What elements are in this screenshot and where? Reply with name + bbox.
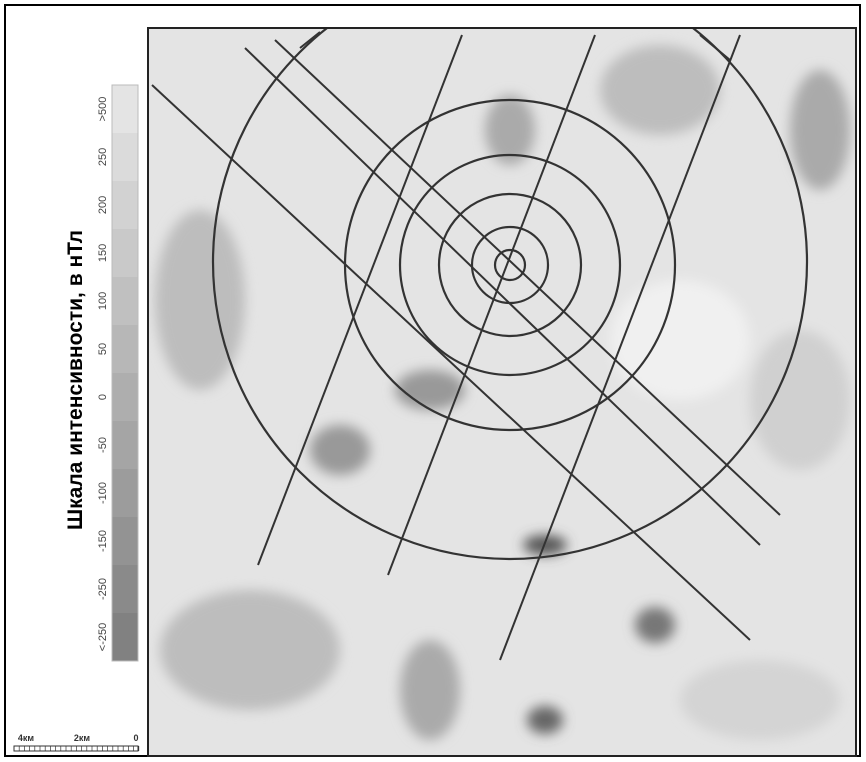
legend-label: 50 [97, 343, 109, 355]
legend-swatch [112, 181, 138, 229]
legend-label: 0 [97, 394, 109, 400]
legend-label: 100 [97, 292, 109, 310]
scale-label: 4км [18, 733, 35, 743]
scale-label: 0 [133, 733, 138, 743]
legend-label: -100 [97, 482, 109, 504]
legend-label: >500 [97, 97, 109, 122]
legend-swatch [112, 565, 138, 613]
legend-swatch [112, 229, 138, 277]
legend-title: Шкала интенсивности, в нТл [64, 230, 87, 530]
legend-swatch [112, 277, 138, 325]
legend-swatch [112, 133, 138, 181]
legend-swatch [112, 613, 138, 661]
map [148, 28, 856, 756]
legend-swatch [112, 373, 138, 421]
map-border [147, 27, 857, 757]
legend-label: 250 [97, 148, 109, 166]
anomalies [155, 45, 850, 740]
legend-label: <-250 [97, 623, 109, 651]
profile-lines [151, 31, 781, 661]
legend-label: 150 [97, 244, 109, 262]
scale-bar: 4км 2км 0 [13, 733, 140, 752]
legend-swatch [112, 469, 138, 517]
scale-label: 2км [74, 733, 91, 743]
legend-label: 200 [97, 196, 109, 214]
circles [211, 28, 809, 561]
legend: >500 250 200 150 100 50 0 -50 -100 -150 -250 <-250 [97, 84, 139, 662]
legend-swatch [112, 85, 138, 133]
legend-swatch [112, 325, 138, 373]
legend-border [111, 84, 139, 662]
legend-swatch [112, 421, 138, 469]
legend-label: -150 [97, 530, 109, 552]
legend-label: -50 [97, 437, 109, 453]
legend-label: -250 [97, 578, 109, 600]
legend-swatch [112, 517, 138, 565]
